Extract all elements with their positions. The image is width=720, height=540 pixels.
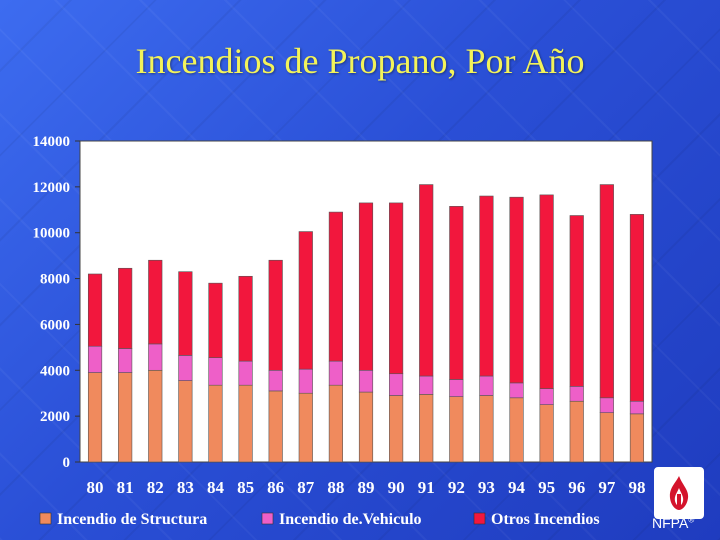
x-tick-label: 88 xyxy=(327,478,344,497)
x-tick-label: 95 xyxy=(538,478,555,497)
bar-segment-structure xyxy=(268,390,283,463)
bar-segment-vehicle xyxy=(449,379,464,397)
bar-segment-other xyxy=(629,214,645,402)
bar-segment-other xyxy=(298,231,313,370)
x-tick-label: 85 xyxy=(237,478,254,497)
nfpa-logo: NFPA® xyxy=(650,467,706,535)
bar-segment-vehicle xyxy=(569,386,584,402)
bar-segment-structure xyxy=(118,372,133,463)
bar-segment-structure xyxy=(87,372,103,463)
x-tick-label: 87 xyxy=(297,478,315,497)
bar-segment-vehicle xyxy=(328,360,343,386)
bar-segment-vehicle xyxy=(629,400,645,415)
bar-segment-other xyxy=(509,196,524,384)
legend-label: Incendio de.Vehiculo xyxy=(279,511,422,528)
bar-segment-other xyxy=(389,202,404,375)
bar-segment-other xyxy=(148,259,163,345)
bar-segment-other xyxy=(178,271,193,356)
x-tick-label: 84 xyxy=(207,478,225,497)
x-tick-label: 89 xyxy=(358,478,375,497)
x-tick-label: 93 xyxy=(478,478,495,497)
legend-label: Incendio de Structura xyxy=(57,511,207,528)
bar-segment-vehicle xyxy=(148,343,163,371)
x-tick-label: 80 xyxy=(87,478,104,497)
bar-segment-vehicle xyxy=(599,397,614,414)
bar-segment-other xyxy=(479,195,494,377)
bar-segment-other xyxy=(238,275,253,362)
bar-segment-structure xyxy=(208,384,223,463)
bar-segment-other xyxy=(569,215,584,387)
bar-segment-other xyxy=(328,211,343,362)
bar-segment-other xyxy=(268,259,283,371)
bar-segment-structure xyxy=(328,384,343,463)
bar-segment-structure xyxy=(599,412,614,463)
bar-segment-vehicle xyxy=(479,375,494,396)
bar-segment-other xyxy=(208,282,223,358)
bar-segment-structure xyxy=(629,413,645,463)
flame-icon xyxy=(669,476,689,510)
x-tick-label: 91 xyxy=(418,478,435,497)
y-tick-label: 14000 xyxy=(33,134,71,150)
bar-segment-vehicle xyxy=(419,375,434,395)
bar-segment-vehicle xyxy=(208,357,223,386)
legend-swatch xyxy=(473,512,486,525)
bar-segment-structure xyxy=(238,384,253,463)
bar-segment-other xyxy=(449,206,464,380)
x-tick-label: 82 xyxy=(147,478,164,497)
bar-segment-vehicle xyxy=(238,360,253,386)
bar-segment-vehicle xyxy=(268,369,283,392)
bar-segment-vehicle xyxy=(298,368,313,394)
bar-segment-structure xyxy=(419,394,434,463)
y-tick-label: 12000 xyxy=(33,180,71,196)
bar-segment-vehicle xyxy=(178,355,193,381)
bar-segment-vehicle xyxy=(118,348,133,373)
x-tick-label: 81 xyxy=(117,478,134,497)
bar-segment-other xyxy=(358,202,374,371)
x-tick-label: 92 xyxy=(448,478,465,497)
bar-segment-structure xyxy=(569,400,584,463)
y-tick-label: 10000 xyxy=(33,226,71,242)
legend-label: Otros Incendios xyxy=(491,511,600,528)
bar-segment-other xyxy=(539,194,554,389)
bar-segment-other xyxy=(118,267,133,349)
bar-segment-structure xyxy=(479,395,494,463)
y-tick-label: 6000 xyxy=(40,317,70,333)
bar-segment-other xyxy=(87,273,103,347)
x-tick-label: 86 xyxy=(267,478,284,497)
x-tick-label: 96 xyxy=(568,478,585,497)
page-title: Incendios de Propano, Por Año xyxy=(135,41,585,81)
y-tick-label: 8000 xyxy=(40,272,70,288)
bar-segment-other xyxy=(419,184,434,377)
bar-segment-vehicle xyxy=(389,373,404,396)
bar-segment-structure xyxy=(539,404,554,463)
logo-label: NFPA® xyxy=(652,515,695,531)
x-tick-label: 90 xyxy=(388,478,405,497)
bar-segment-structure xyxy=(509,397,524,463)
bar-segment-vehicle xyxy=(358,369,374,393)
logo-frame xyxy=(654,467,704,519)
bar-segment-vehicle xyxy=(509,382,524,399)
x-tick-label: 83 xyxy=(177,478,194,497)
x-tick-label: 97 xyxy=(598,478,616,497)
bar-segment-structure xyxy=(389,395,404,463)
bar-segment-other xyxy=(599,184,614,399)
bar-segment-structure xyxy=(358,391,374,463)
legend-swatch xyxy=(261,512,274,525)
bar-segment-structure xyxy=(449,396,464,463)
bar-segment-structure xyxy=(178,380,193,463)
bar-segment-vehicle xyxy=(539,388,554,405)
y-tick-label: 0 xyxy=(63,455,71,471)
y-tick-label: 2000 xyxy=(40,409,70,425)
x-tick-label: 98 xyxy=(628,478,645,497)
bar-segment-vehicle xyxy=(87,345,103,373)
x-tick-label: 94 xyxy=(508,478,526,497)
bar-segment-structure xyxy=(298,392,313,463)
y-tick-label: 4000 xyxy=(40,363,70,379)
legend-swatch xyxy=(39,512,52,525)
bar-segment-structure xyxy=(148,369,163,463)
